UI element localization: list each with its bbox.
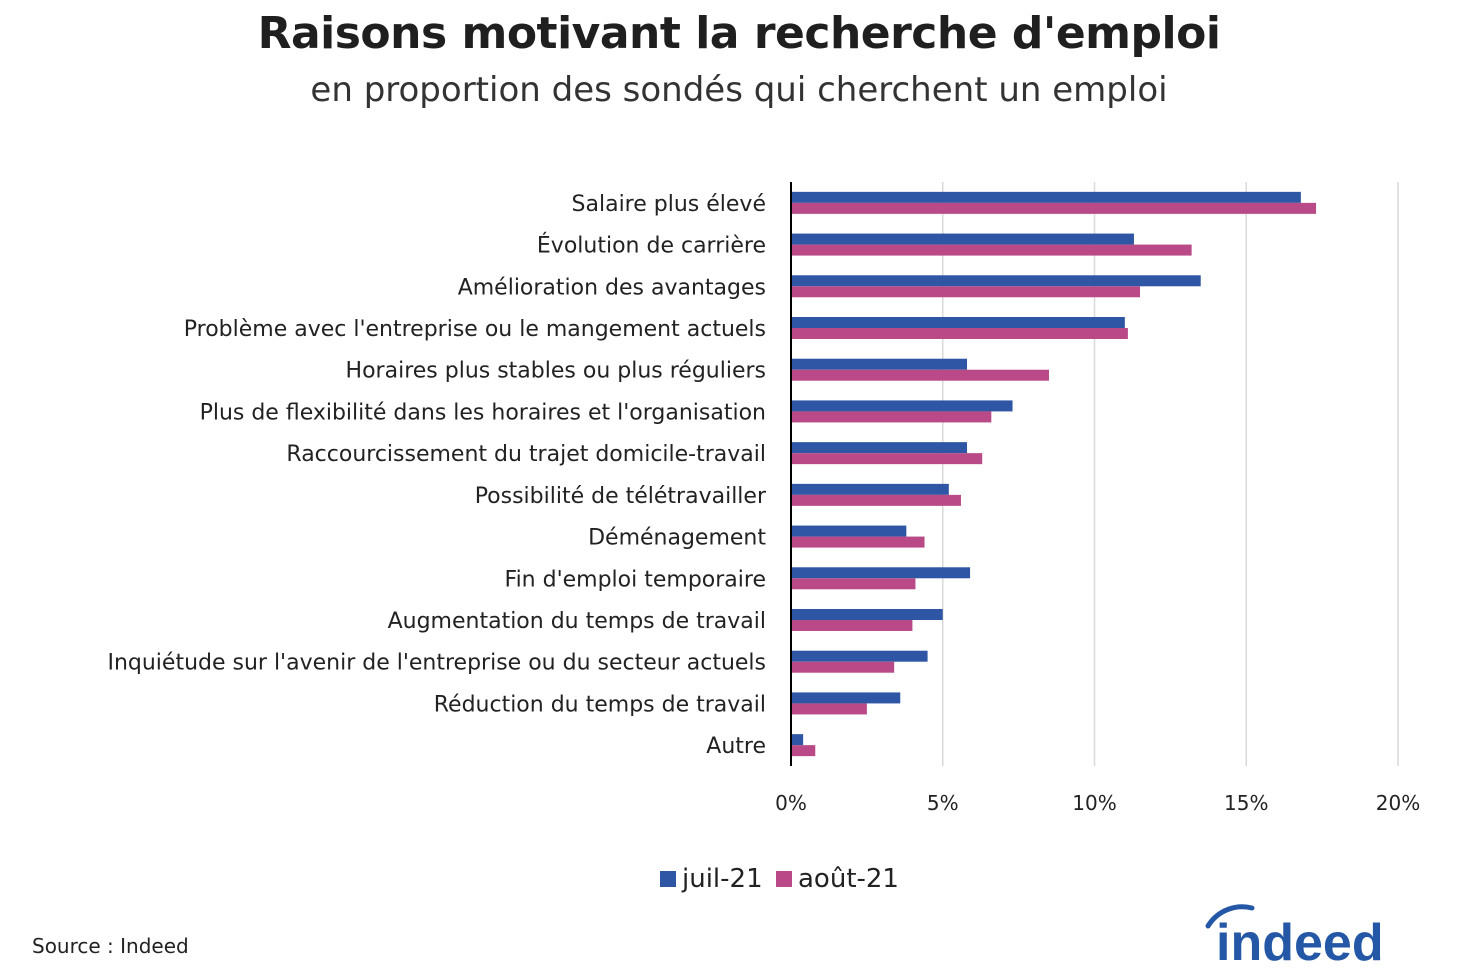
bar-juil: [791, 358, 968, 370]
x-tick-label: 5%: [927, 791, 959, 815]
x-tick-label: 10%: [1072, 791, 1116, 815]
category-label: Horaires plus stables ou plus réguliers: [346, 359, 766, 384]
bar-aout: [791, 244, 1192, 256]
bar-juil: [791, 483, 949, 495]
source-note: Source : Indeed: [32, 934, 189, 958]
category-label: Fin d'emploi temporaire: [505, 567, 766, 592]
bar-juil: [791, 400, 1013, 412]
bar-aout: [791, 661, 895, 673]
x-tick-label: 15%: [1224, 791, 1268, 815]
category-label: Raccourcissement du trajet domicile-trav…: [286, 442, 766, 467]
bar-aout: [791, 703, 867, 715]
category-label: Salaire plus élevé: [572, 192, 766, 217]
x-tick-label: 20%: [1376, 791, 1420, 815]
bar-aout: [791, 453, 983, 465]
bar-aout: [791, 328, 1128, 339]
legend-label: août-21: [798, 864, 899, 894]
bar-juil: [791, 525, 907, 537]
category-label: Autre: [706, 734, 766, 759]
category-label: Augmentation du temps de travail: [388, 609, 766, 634]
bar-aout: [791, 286, 1141, 298]
bar-juil: [791, 442, 968, 454]
bar-juil: [791, 692, 901, 704]
category-label: Réduction du temps de travail: [434, 692, 766, 717]
category-label: Problème avec l'entreprise ou le mangeme…: [184, 317, 766, 342]
chart-subtitle: en proportion des sondés qui cherchent u…: [310, 70, 1168, 110]
bar-juil: [791, 275, 1201, 287]
bar-aout: [791, 411, 992, 423]
bar-juil: [791, 317, 1125, 328]
bar-aout: [791, 536, 925, 548]
chart-title: Raisons motivant la recherche d'emploi: [257, 8, 1221, 59]
category-label: Possibilité de télétravailler: [475, 484, 767, 509]
bar-aout: [791, 578, 916, 590]
legend-swatch: [776, 871, 792, 887]
bar-aout: [791, 202, 1317, 214]
legend-label: juil-21: [681, 864, 763, 894]
bar-juil: [791, 233, 1134, 245]
bar-juil: [791, 567, 971, 579]
bar-juil: [791, 734, 804, 746]
category-label: Plus de flexibilité dans les horaires et…: [200, 400, 766, 425]
indeed-logo: indeed: [1205, 904, 1384, 970]
bar-aout: [791, 369, 1049, 381]
category-label: Amélioration des avantages: [458, 275, 766, 300]
bar-aout: [791, 620, 913, 631]
bar-aout: [791, 494, 961, 506]
bar-juil: [791, 650, 928, 662]
category-label: Évolution de carrière: [537, 233, 766, 259]
legend-swatch: [660, 871, 676, 887]
bar-aout: [791, 745, 816, 757]
bar-juil: [791, 191, 1301, 203]
svg-text:indeed: indeed: [1216, 914, 1384, 970]
category-label: Déménagement: [588, 526, 766, 551]
bar-juil: [791, 609, 943, 620]
category-label: Inquiétude sur l'avenir de l'entreprise …: [107, 651, 766, 676]
x-tick-label: 0%: [775, 791, 807, 815]
